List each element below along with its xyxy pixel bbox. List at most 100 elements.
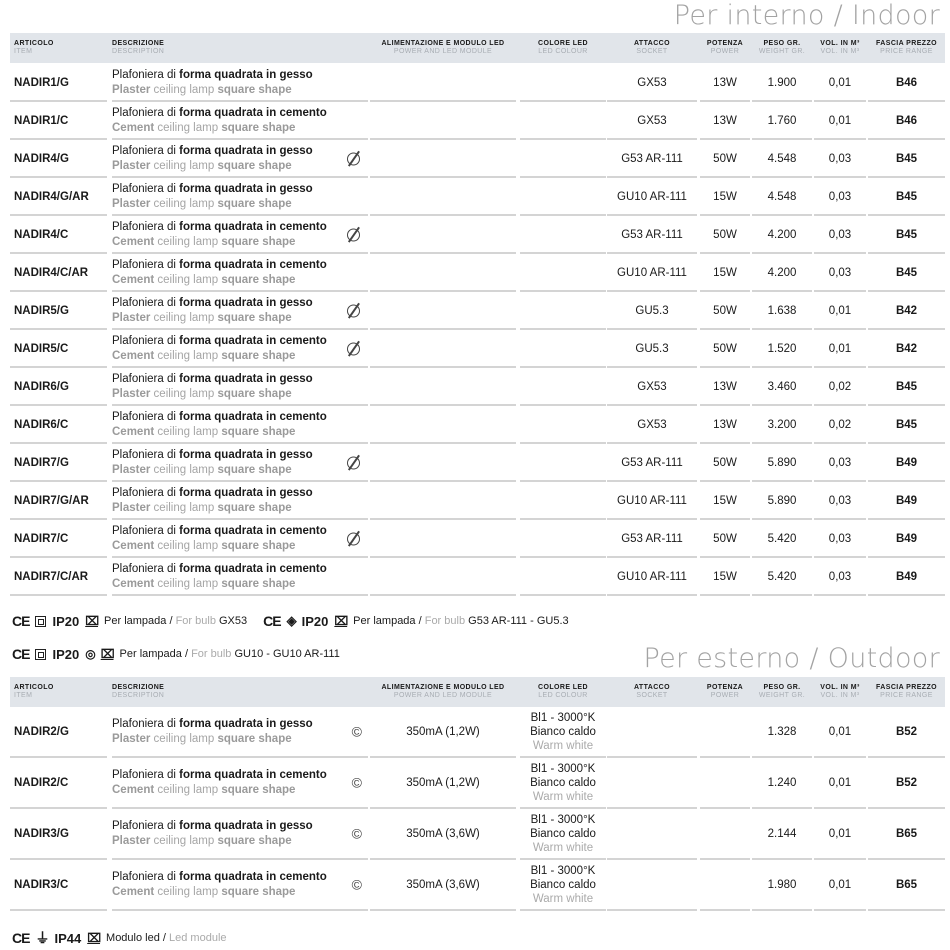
cert-text-value: GX53 bbox=[219, 615, 248, 627]
description-en: Cement ceiling lamp square shape bbox=[112, 539, 295, 554]
description-en: Plaster ceiling lamp square shape bbox=[112, 159, 292, 174]
led-colour-cell bbox=[520, 559, 606, 596]
socket: G53 AR-111 bbox=[607, 445, 697, 482]
column-header-it: POTENZA bbox=[706, 40, 744, 47]
power: 13W bbox=[700, 407, 750, 444]
description-en-mid: ceiling lamp bbox=[150, 733, 218, 745]
description-it-bold: forma quadrata in cemento bbox=[179, 769, 327, 781]
price-range: B45 bbox=[868, 179, 945, 216]
power-cell bbox=[700, 861, 750, 911]
led-colour-code: Bl1 - 3000°K bbox=[530, 763, 596, 775]
column-header: VOL. IN M³ VOL. IN M³ bbox=[814, 40, 866, 56]
price-range: B52 bbox=[868, 759, 945, 809]
column-header: ARTICOLO ITEM bbox=[14, 40, 111, 56]
description-it-prefix: Plafoniera di bbox=[112, 486, 180, 499]
power-cell bbox=[700, 810, 750, 860]
price-range: B45 bbox=[868, 141, 945, 178]
description-it: Plafoniera di forma quadrata in gesso bbox=[112, 144, 313, 159]
led-colour-cell bbox=[520, 179, 606, 216]
earth-icon: ⏚ bbox=[35, 930, 49, 946]
item-code: NADIR5/C bbox=[10, 331, 107, 368]
volume: 0,01 bbox=[814, 331, 866, 368]
description-it: Plafoniera di forma quadrata in gesso bbox=[112, 448, 313, 463]
socket-cell bbox=[607, 861, 697, 911]
weight: 4.200 bbox=[752, 217, 812, 254]
volume: 0,03 bbox=[814, 255, 866, 292]
power-module-cell bbox=[370, 369, 516, 406]
description-it-bold: forma quadrata in cemento bbox=[179, 220, 327, 233]
copyright-icon: © bbox=[351, 825, 362, 842]
column-header-en: PRICE RANGE bbox=[880, 48, 933, 55]
cert-text: Modulo led / Led module bbox=[106, 932, 226, 944]
description-it: Plafoniera di forma quadrata in cemento bbox=[112, 258, 327, 273]
socket: GU10 AR-111 bbox=[607, 559, 697, 596]
led-colour-cell bbox=[520, 521, 606, 558]
description-en-bold: Cement bbox=[112, 349, 155, 362]
item-code: NADIR7/C bbox=[10, 521, 107, 558]
price-range: B46 bbox=[868, 65, 945, 102]
column-header: ALIMENTAZIONE E MODULO LED POWER AND LED … bbox=[370, 40, 516, 56]
description-en-bold: Cement bbox=[112, 425, 155, 438]
led-colour-cell bbox=[520, 483, 606, 520]
description-it-prefix: Plafoniera di bbox=[112, 562, 180, 575]
description-cell: Plafoniera di forma quadrata in cemento C… bbox=[112, 521, 368, 558]
socket-cell bbox=[607, 759, 697, 809]
power: 15W bbox=[700, 255, 750, 292]
description-en-bold: square shape bbox=[221, 577, 296, 590]
column-header-it: POTENZA bbox=[706, 684, 744, 691]
description-it: Plafoniera di forma quadrata in gesso bbox=[112, 486, 313, 501]
socket: G53 AR-111 bbox=[607, 217, 697, 254]
column-header-en: VOL. IN M³ bbox=[820, 48, 860, 55]
item-code: NADIR4/G/AR bbox=[10, 179, 107, 216]
power: 50W bbox=[700, 217, 750, 254]
column-header-en: SOCKET bbox=[636, 48, 668, 55]
led-colour-it: Bianco caldo bbox=[530, 828, 596, 840]
weight: 3.200 bbox=[752, 407, 812, 444]
description-it: Plafoniera di forma quadrata in cemento bbox=[112, 768, 327, 783]
description-cell: Plafoniera di forma quadrata in cemento C… bbox=[112, 217, 368, 254]
volume: 0,01 bbox=[814, 708, 866, 758]
description-cell: Plafoniera di forma quadrata in cemento C… bbox=[112, 759, 368, 809]
led-colour-cell: Bl1 - 3000°K Bianco caldo Warm white bbox=[520, 861, 606, 911]
description-en-bold: square shape bbox=[217, 197, 292, 210]
cert-line: CE IP20 ⌧ Per lampada / For bulb GX53 CE ◈ IP2… bbox=[12, 613, 569, 629]
description-en: Cement ceiling lamp square shape bbox=[112, 783, 295, 798]
led-colour-cell bbox=[520, 217, 606, 254]
price-range: B49 bbox=[868, 483, 945, 520]
price-range: B42 bbox=[868, 293, 945, 330]
indoor-table-header: ARTICOLO ITEM DESCRIZIONE DESCRIPTION ALIMEN… bbox=[10, 33, 945, 63]
description-en-bold: square shape bbox=[221, 121, 296, 134]
weee-bin-icon: ⌧ bbox=[334, 614, 348, 628]
socket: GU5.3 bbox=[607, 293, 697, 330]
weight: 4.548 bbox=[752, 179, 812, 216]
led-colour-cell bbox=[520, 445, 606, 482]
column-header: FASCIA PREZZO PRICE RANGE bbox=[868, 684, 945, 700]
indoor-title: Per interno / Indoor bbox=[673, 0, 940, 31]
price-range: B49 bbox=[868, 521, 945, 558]
description-en-mid: ceiling lamp bbox=[154, 425, 222, 438]
power-module-cell bbox=[370, 445, 516, 482]
column-header-it: PESO GR. bbox=[763, 40, 801, 47]
ip-rating: IP20 bbox=[301, 613, 329, 629]
column-header: PESO GR. WEIGHT GR. bbox=[752, 40, 812, 56]
halogen-lamp-icon: ◎ bbox=[85, 647, 96, 661]
description-it: Plafoniera di forma quadrata in cemento bbox=[112, 106, 327, 121]
socket-cell bbox=[607, 708, 697, 758]
led-colour-cell bbox=[520, 65, 606, 102]
description-it: Plafoniera di forma quadrata in cemento bbox=[112, 220, 327, 235]
price-range: B49 bbox=[868, 445, 945, 482]
description-en-mid: ceiling lamp bbox=[150, 83, 218, 96]
description-en: Cement ceiling lamp square shape bbox=[112, 885, 295, 900]
description-en-bold: Plaster bbox=[112, 197, 151, 210]
item-code: NADIR2/C bbox=[10, 759, 107, 809]
item-code: NADIR2/G bbox=[10, 708, 107, 758]
item-code: NADIR1/G bbox=[10, 65, 107, 102]
socket: GU10 AR-111 bbox=[607, 179, 697, 216]
description-en-bold: Cement bbox=[112, 577, 155, 590]
led-colour-it: Bianco caldo bbox=[530, 726, 596, 738]
weight: 2.144 bbox=[752, 810, 812, 860]
item-code: NADIR3/G bbox=[10, 810, 107, 860]
power-module: 350mA (1,2W) bbox=[370, 759, 516, 809]
power-module: 350mA (3,6W) bbox=[370, 810, 516, 860]
led-colour-en: Warm white bbox=[532, 842, 594, 854]
